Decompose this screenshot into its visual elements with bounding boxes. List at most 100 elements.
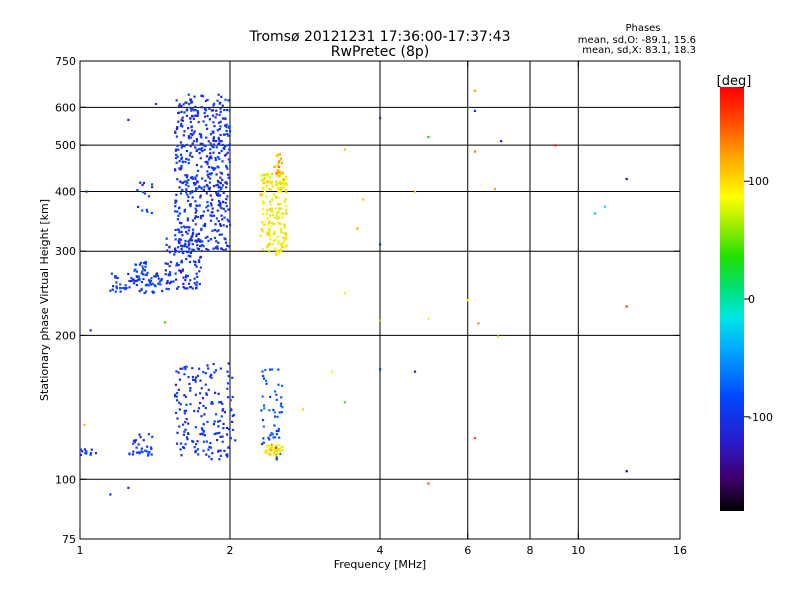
data-point [271, 210, 274, 213]
data-point [125, 287, 128, 290]
data-point [194, 108, 197, 112]
data-point [264, 379, 268, 382]
data-point [200, 249, 203, 253]
data-point [215, 146, 218, 149]
data-point [279, 227, 283, 230]
data-point [593, 212, 597, 215]
data-point [219, 201, 222, 204]
data-point [279, 182, 283, 185]
data-point [199, 392, 202, 395]
data-point [177, 148, 180, 151]
data-point [144, 265, 147, 268]
data-point [194, 114, 197, 117]
data-point [203, 413, 206, 416]
data-point [187, 244, 190, 247]
data-point [279, 243, 282, 246]
chart-subtitle: RwPretec (8p) [331, 44, 429, 60]
data-point [264, 368, 267, 372]
data-point [185, 114, 189, 117]
data-point [217, 136, 220, 139]
data-point [195, 240, 198, 243]
data-point [284, 209, 287, 212]
data-point [175, 193, 178, 196]
data-point [226, 151, 229, 154]
data-point [275, 456, 278, 459]
data-point [223, 411, 227, 414]
data-point [178, 250, 181, 253]
data-point [493, 187, 497, 191]
data-point [181, 125, 184, 128]
data-point [132, 450, 135, 453]
data-point [275, 444, 278, 447]
data-point [184, 443, 187, 446]
y-axis-label: Stationary phase Virtual Height [km] [38, 199, 51, 401]
data-point [218, 401, 221, 404]
data-point [216, 209, 219, 212]
data-point [278, 153, 281, 156]
data-point [261, 213, 265, 216]
data-point [175, 148, 178, 151]
data-point [268, 452, 271, 455]
data-point [281, 186, 285, 189]
data-point [175, 161, 178, 164]
data-point [215, 240, 218, 243]
data-point [217, 190, 221, 193]
data-point [222, 133, 225, 136]
data-point [189, 192, 192, 195]
data-point [192, 228, 195, 231]
data-point [186, 432, 190, 435]
data-point [179, 244, 183, 247]
data-point [278, 240, 281, 243]
data-point [186, 246, 189, 249]
data-point [278, 249, 281, 252]
data-point [174, 210, 177, 213]
data-point [175, 287, 179, 290]
data-point [191, 143, 194, 146]
data-point [185, 188, 188, 191]
data-point [227, 144, 230, 147]
axis-ticks: 75 100 200 300 400 500 600 750 1 2 4 6 8 10 16 [55, 55, 687, 557]
data-point [196, 410, 200, 413]
data-point [177, 388, 180, 391]
data-point [267, 445, 270, 448]
data-point [210, 211, 213, 214]
data-point [275, 398, 278, 401]
y-tick-label: 300 [55, 245, 76, 258]
data-point [168, 265, 171, 268]
data-point [191, 248, 194, 251]
data-point [185, 287, 188, 290]
data-point [260, 409, 263, 412]
data-point [275, 214, 278, 217]
data-point [276, 415, 279, 418]
data-point [261, 395, 264, 398]
data-point [119, 287, 122, 290]
data-point [203, 115, 207, 118]
data-point [282, 180, 285, 183]
data-point [183, 244, 186, 247]
data-point [218, 157, 221, 161]
data-point [199, 256, 202, 259]
data-point [217, 186, 220, 189]
data-point [191, 196, 194, 199]
data-point [280, 243, 283, 246]
data-point [181, 119, 184, 122]
data-point [184, 279, 187, 282]
data-point [196, 448, 200, 451]
data-point [262, 441, 265, 444]
data-point [223, 124, 227, 127]
data-point [217, 121, 221, 124]
data-point [228, 445, 231, 449]
data-point [115, 285, 118, 288]
data-point [216, 432, 219, 435]
data-point [268, 220, 271, 223]
data-point [139, 436, 142, 439]
data-point [275, 253, 278, 256]
data-point [280, 248, 283, 251]
data-point [276, 215, 279, 218]
data-point [174, 131, 177, 134]
data-point [225, 108, 229, 112]
data-point [224, 248, 228, 251]
data-point [284, 175, 287, 178]
data-point [180, 118, 183, 122]
data-point [196, 244, 199, 247]
